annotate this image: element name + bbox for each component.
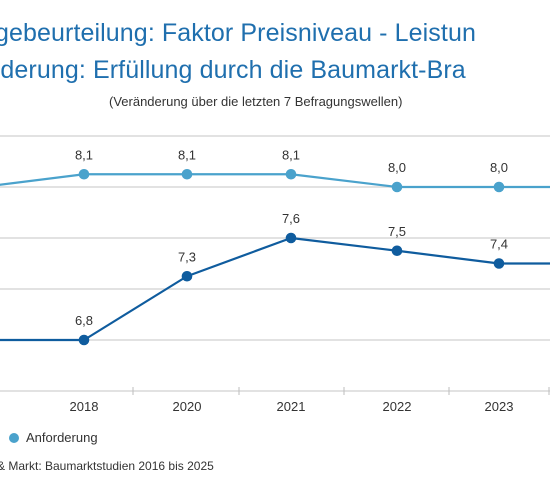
- x-axis-label: 2023: [485, 399, 514, 414]
- data-label: 6,8: [75, 313, 93, 328]
- data-point: [285, 232, 297, 244]
- series-erfuellung: 6,8 7,3 7,6 7,5 7,4: [0, 211, 550, 346]
- data-label: 8,1: [178, 147, 196, 162]
- data-point: [285, 168, 297, 180]
- source-note: & Markt: Baumarktstudien 2016 bis 2025: [0, 459, 214, 473]
- x-axis-ticks: [132, 387, 550, 395]
- data-point: [391, 245, 403, 257]
- x-axis-labels: 2018 2020 2021 2022 2023: [70, 399, 514, 414]
- data-point: [181, 270, 193, 282]
- data-label: 8,1: [75, 147, 93, 162]
- data-point: [391, 181, 403, 193]
- data-point: [78, 334, 90, 346]
- legend-marker-anforderung: [9, 433, 19, 443]
- data-label: 7,6: [282, 211, 300, 226]
- data-label: 7,5: [388, 224, 406, 239]
- x-axis-label: 2022: [383, 399, 412, 414]
- data-label: 7,4: [490, 237, 508, 252]
- chart-title-line-2: rderung: Erfüllung durch die Baumarkt-Br…: [0, 56, 466, 84]
- x-axis-label: 2018: [70, 399, 99, 414]
- legend-label-anforderung: Anforderung: [26, 430, 98, 445]
- data-point: [181, 168, 193, 180]
- data-label: 8,0: [388, 160, 406, 175]
- chart-title: gebeurteilung: Faktor Preisniveau - Leis…: [0, 0, 550, 90]
- data-label: 8,1: [282, 147, 300, 162]
- data-point: [78, 168, 90, 180]
- x-axis-label: 2020: [173, 399, 202, 414]
- data-label: 7,3: [178, 249, 196, 264]
- x-axis-label: 2021: [277, 399, 306, 414]
- grid-lines: [0, 135, 550, 392]
- data-label: 8,0: [490, 160, 508, 175]
- chart-subtitle: (Veränderung über die letzten 7 Befragun…: [109, 94, 403, 109]
- data-point: [493, 181, 505, 193]
- legend: Anforderung: [9, 429, 98, 447]
- data-point: [493, 258, 505, 269]
- chart-title-line-1: gebeurteilung: Faktor Preisniveau - Leis…: [0, 19, 476, 47]
- series-anforderung: 8,1 8,1 8,1 8,0 8,0: [0, 147, 550, 193]
